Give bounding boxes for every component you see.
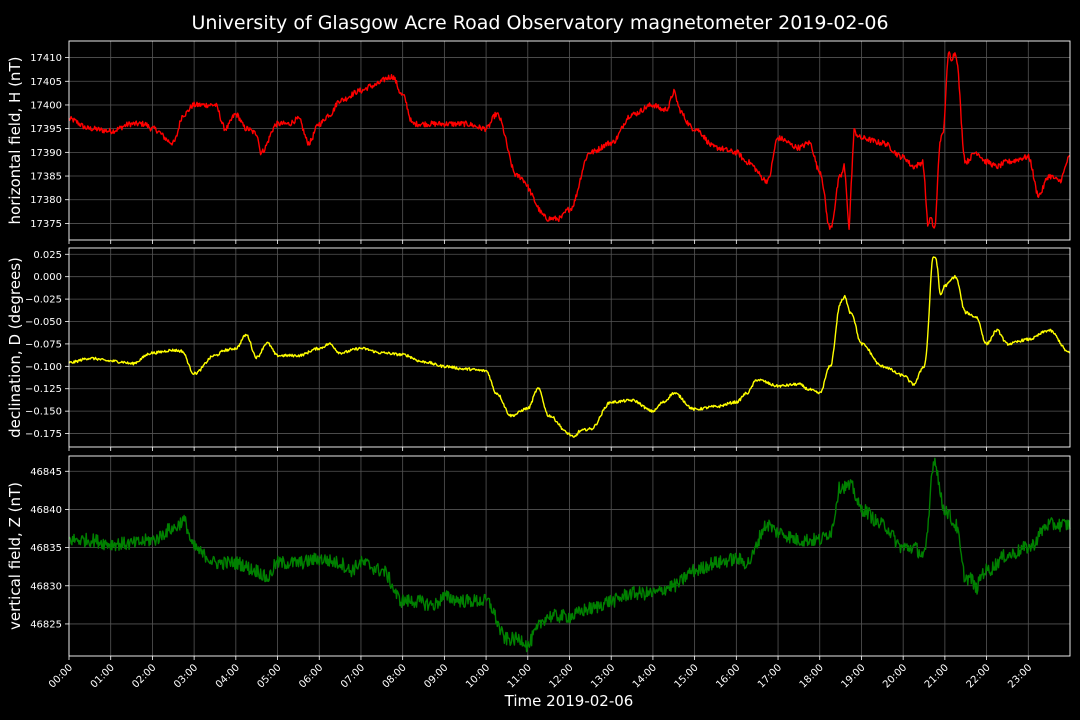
y-tick-label: 46835 [30,543,62,554]
y-tick-label: 17405 [30,77,62,88]
y-tick-label: −0.100 [25,362,62,373]
y-tick-label: −0.025 [25,295,62,306]
panel-vertical: 46825 46830 46835 46840 46845 vertical field,… [6,455,1071,660]
y-tick-label: −0.150 [25,407,62,418]
chart-title: University of Glasgow Acre Road Observat… [191,12,888,34]
y-tick-label: 17390 [30,148,62,159]
series-line-vertical [68,457,1071,653]
x-axis-label: Time 2019-02-06 [504,692,634,710]
series-line-declination [68,256,1071,438]
y-axis-label: vertical field, Z (nT) [6,482,24,630]
y-tick-label: −0.050 [25,317,62,328]
y-tick-label: 17395 [30,124,62,135]
y-tick-label: −0.125 [25,384,62,395]
y-tick-label: 0.025 [33,250,62,261]
series-line-horizontal [68,51,1071,231]
y-tick-label: 46840 [30,505,62,516]
y-tick-label: −0.075 [25,339,62,350]
y-tick-label: 0.000 [33,272,62,283]
y-tick-label: 46830 [30,581,62,592]
panel-declination: −0.175 −0.150 −0.125 −0.100 −0.075 −0.050 −0.0… [6,247,1071,451]
y-tick-label: 17375 [30,219,62,230]
y-axis-label: declination, D (degrees) [6,257,24,438]
y-axis-label: horizontal field, H (nT) [6,57,24,225]
y-tick-label: −0.175 [25,429,62,440]
panel-horizontal: 17375 17380 17385 17390 17395 17400 17405 17410… [6,40,1071,244]
y-tick-label: 17400 [30,100,62,111]
y-tick-label: 17380 [30,195,62,206]
y-tick-label: 46825 [30,619,62,630]
y-tick-label: 17385 [30,172,62,183]
y-tick-label: 17410 [30,53,62,64]
y-tick-label: 46845 [30,467,62,478]
